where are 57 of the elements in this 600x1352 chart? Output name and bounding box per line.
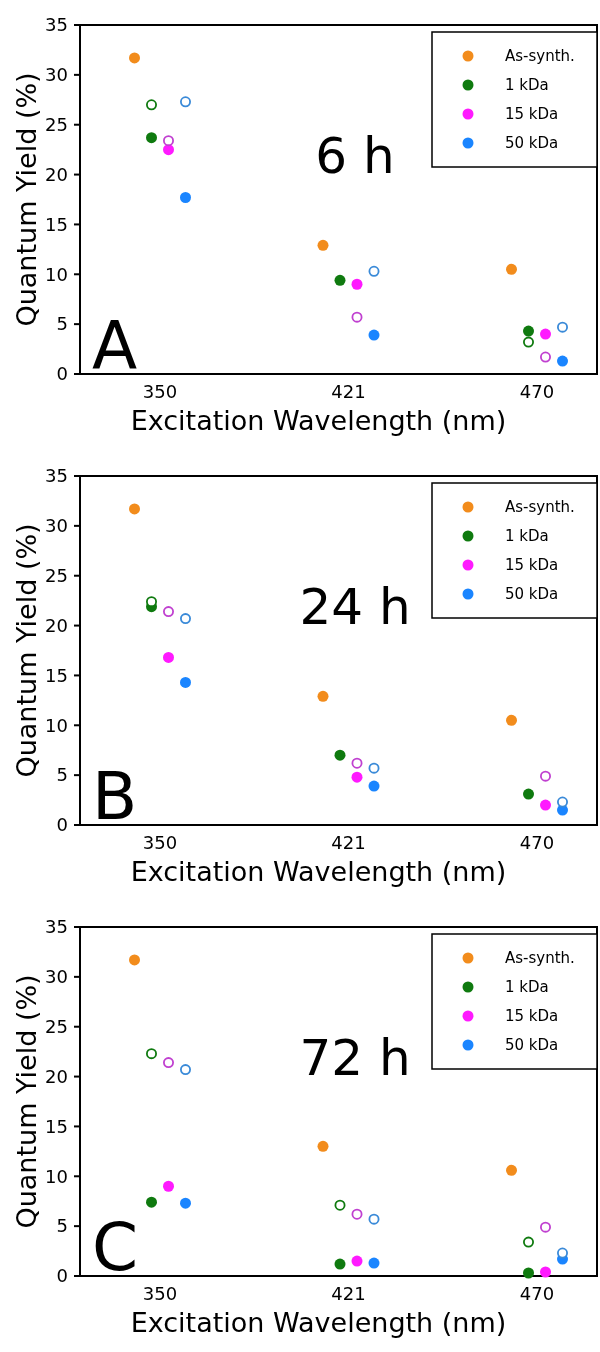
annotation: C — [92, 1209, 139, 1286]
y-axis-title: Quantum Yield (%) — [11, 974, 42, 1229]
y-tick-label: 0 — [56, 363, 68, 385]
text: 6 h — [315, 127, 395, 185]
y-tick-label: 15 — [45, 664, 68, 686]
y-tick-label: 20 — [45, 163, 68, 185]
y-tick-label: 15 — [45, 1115, 68, 1137]
y-tick-label: 25 — [45, 1016, 68, 1038]
legend-label: 50 kDa — [505, 134, 559, 153]
legend-label: 1 kDa — [505, 527, 549, 546]
x-tick-label: 470 — [519, 381, 555, 402]
y-tick-label: 5 — [56, 313, 68, 335]
y-tick-label: 30 — [45, 515, 68, 537]
x-axis-title: Excitation Wavelength (nm) — [130, 405, 507, 436]
y-tick-label: 20 — [45, 614, 68, 636]
y-tick-label: 30 — [45, 966, 68, 988]
legend-label: As-synth. — [505, 498, 575, 517]
legend-label: 15 kDa — [505, 1007, 559, 1026]
annotation: B — [92, 758, 138, 835]
y-tick-label: 35 — [45, 14, 68, 36]
y-tick-label: 35 — [45, 916, 68, 938]
x-tick-label: 350 — [142, 832, 178, 853]
y-tick-label: 10 — [45, 263, 68, 285]
legend-label: As-synth. — [505, 47, 575, 66]
x-tick-label: 470 — [519, 832, 555, 853]
y-tick-label: 30 — [45, 64, 68, 86]
legend-label: 1 kDa — [505, 978, 549, 997]
x-tick-label: 421 — [331, 381, 366, 402]
legend-label: 15 kDa — [505, 105, 559, 124]
legend-label: 50 kDa — [505, 585, 559, 604]
x-tick-label: 421 — [331, 1283, 366, 1304]
legend-label: 50 kDa — [505, 1036, 559, 1055]
y-tick-label: 25 — [45, 565, 68, 587]
x-axis-title: Excitation Wavelength (nm) — [130, 856, 507, 887]
x-tick-label: 421 — [331, 832, 366, 853]
y-tick-label: 5 — [56, 1215, 68, 1237]
y-tick-label: 5 — [56, 764, 68, 786]
y-tick-label: 15 — [45, 213, 68, 235]
text: 72 h — [299, 1029, 411, 1087]
y-tick-label: 0 — [56, 814, 68, 836]
y-tick-label: 0 — [56, 1265, 68, 1287]
y-axis-title: Quantum Yield (%) — [11, 523, 42, 778]
y-tick-label: 10 — [45, 1165, 68, 1187]
y-tick-label: 25 — [45, 114, 68, 136]
y-tick-label: 20 — [45, 1065, 68, 1087]
legend-label: 1 kDa — [505, 76, 549, 95]
y-tick-label: 10 — [45, 714, 68, 736]
y-axis-title: Quantum Yield (%) — [11, 72, 42, 327]
x-tick-label: 470 — [519, 1283, 555, 1304]
x-tick-label: 350 — [142, 1283, 178, 1304]
annotation: A — [92, 307, 138, 384]
x-axis-title: Excitation Wavelength (nm) — [130, 1307, 507, 1338]
y-tick-label: 35 — [45, 465, 68, 487]
legend-label: As-synth. — [505, 949, 575, 968]
text: 24 h — [299, 578, 411, 636]
x-tick-label: 350 — [142, 381, 178, 402]
legend-label: 15 kDa — [505, 556, 559, 575]
